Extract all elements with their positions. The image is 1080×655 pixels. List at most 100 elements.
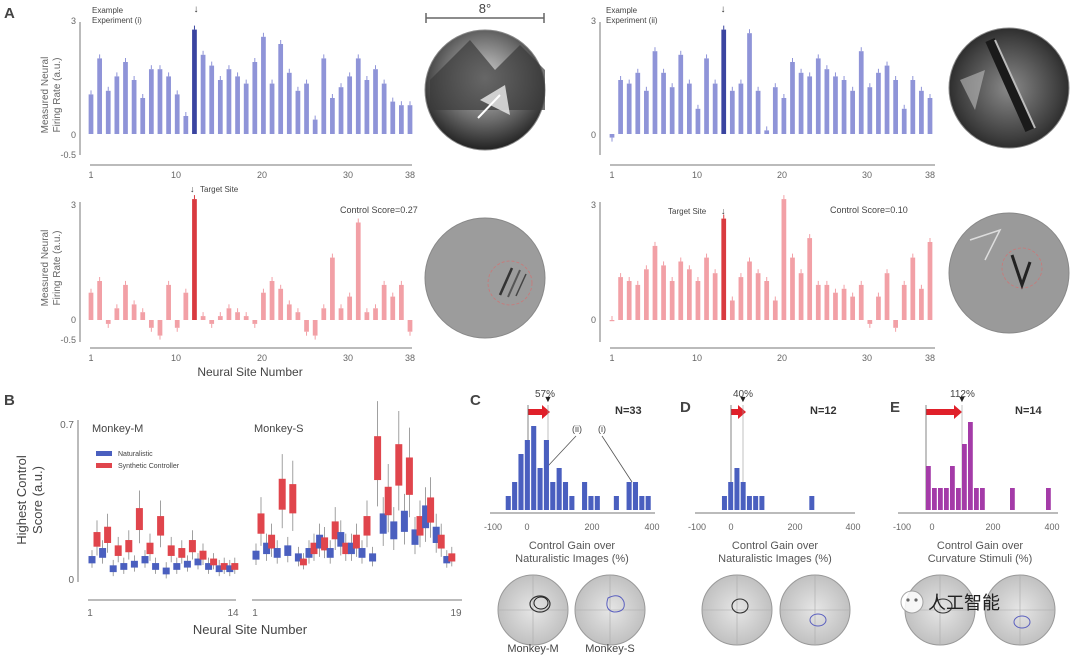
a2-target-arrow: ↓: [721, 4, 726, 15]
a2-bar-34: [893, 80, 898, 134]
b-m-nat-8-box: [162, 567, 170, 575]
a3-ytick-3: 3: [71, 200, 76, 210]
a2-bar-35: [901, 108, 907, 134]
e-bin-8: [968, 422, 973, 510]
a2-bar-19: [764, 130, 770, 134]
e-bin-10: [980, 488, 985, 510]
b-m-syn-4-box: [125, 540, 133, 553]
a4-bar-12: [704, 257, 709, 320]
c-ann-ii: (ii): [572, 424, 582, 434]
b-m-syn-2-box: [104, 526, 112, 543]
a2-ytick-0: 0: [591, 130, 596, 140]
a2-bar-24: [807, 76, 813, 134]
a2-example-2: Experiment (ii): [606, 16, 658, 25]
a3-xtick-10: 10: [171, 353, 181, 363]
a1-bar-25: [295, 90, 301, 134]
a2-bar-33: [884, 65, 890, 134]
a3-bar-22: [269, 281, 275, 320]
e-xlabel-2: Curvature Stimuli (%): [928, 553, 1033, 565]
b-monkey-m: Monkey-M: [92, 423, 143, 435]
b-s-nat-11-box: [358, 548, 366, 558]
a2-xtick-30: 30: [862, 170, 872, 180]
a4-bar-36: [910, 257, 916, 320]
a4-bar-10: [686, 269, 692, 320]
a3-bar-14: [200, 316, 206, 320]
a4-xtick-30: 30: [862, 353, 872, 363]
a2-xtick-1: 1: [609, 170, 614, 180]
panel-a-label: A: [4, 5, 15, 22]
a3-bar-3: [105, 320, 111, 324]
c-polar-s: [574, 574, 646, 646]
a2-bar-11: [695, 108, 701, 134]
e-mean-marker: ▼: [958, 394, 967, 404]
c-bin-2: [512, 482, 518, 510]
a1-bar-12: [183, 116, 189, 134]
b-s-syn-5-box: [299, 558, 307, 566]
chart-a1: Measured Neural Firing Rate (a.u.) Examp…: [40, 4, 415, 180]
a3-xtick-20: 20: [257, 353, 267, 363]
a4-bar-19: [764, 281, 770, 320]
a3-ytick-0: 0: [71, 315, 76, 325]
b-m-syn-1-box: [93, 532, 101, 547]
b-m-nat-11-box: [194, 558, 202, 566]
c-xtick-n100: -100: [484, 522, 502, 532]
a4-bar-1: [609, 320, 615, 322]
a3-control-score: Control Score=0.27: [340, 205, 418, 215]
a4-bars: [609, 195, 933, 332]
a1-bar-16: [217, 80, 223, 134]
a2-bar-26: [824, 69, 830, 134]
b-s-syn-11-box: [363, 516, 371, 536]
a4-bar-15: [729, 300, 735, 320]
a1-ytick-3: 3: [71, 16, 76, 26]
a2-bar-17: [747, 33, 752, 135]
b-s-syn-9-box: [342, 542, 350, 555]
a4-bar-26: [824, 284, 830, 320]
a4-bar-34: [893, 320, 898, 328]
a2-bar-30: [858, 51, 864, 135]
e-histogram: [926, 422, 1051, 510]
c-monkey-s: Monkey-S: [585, 643, 635, 655]
b-s-nat-4-box: [284, 545, 292, 556]
a4-bar-23: [798, 273, 804, 320]
a4-bar-14: [721, 218, 727, 320]
panel-c-label: C: [470, 392, 481, 409]
a1-bar-14: [200, 54, 206, 134]
b-m-nat-14-box: [226, 565, 234, 573]
a3-bar-16: [217, 316, 223, 320]
a4-ytick-0: 0: [591, 315, 596, 325]
a3-bar-28: [321, 308, 327, 320]
b-m-nat-3-box: [109, 565, 117, 573]
b-s-nat-5-box: [294, 553, 302, 562]
b-s-syn-1-box: [257, 513, 265, 534]
d-bin-8: [809, 496, 815, 510]
a1-bar-4: [114, 76, 120, 134]
a3-ylabel-2: Firing Rate (a.u.): [52, 230, 63, 305]
b-m-nat-5-box: [130, 560, 138, 568]
e-mean-arrow: [926, 405, 962, 419]
c-bin-19: [645, 496, 651, 510]
a3-bar-4: [114, 308, 120, 320]
a4-bar-17: [747, 261, 752, 320]
a2-bar-4: [635, 72, 641, 134]
e-polar-2: [984, 574, 1056, 646]
a4-bar-2: [618, 277, 623, 320]
a2-bar-16: [738, 83, 744, 134]
e-bin-3: [938, 488, 943, 510]
a2-bar-6: [652, 51, 658, 135]
b-s-syn-12-box: [374, 436, 382, 481]
d-xtick-200: 200: [787, 522, 802, 532]
a2-bar-27: [833, 76, 838, 134]
c-bin-17: [632, 482, 639, 510]
b-s-nat-10-box: [347, 542, 355, 555]
a4-bar-3: [626, 281, 632, 320]
a1-bar-19: [243, 83, 249, 134]
a1-ytick-neg: -0.5: [60, 150, 76, 160]
a4-bar-21: [781, 199, 787, 320]
a4-bar-13: [712, 273, 718, 320]
e-xtick-400: 400: [1044, 522, 1059, 532]
a4-xtick-10: 10: [692, 353, 702, 363]
a1-example-2: Experiment (i): [92, 16, 142, 25]
a3-bar-20: [252, 320, 258, 324]
a3-bar-30: [338, 308, 344, 320]
a2-bar-32: [876, 72, 881, 134]
